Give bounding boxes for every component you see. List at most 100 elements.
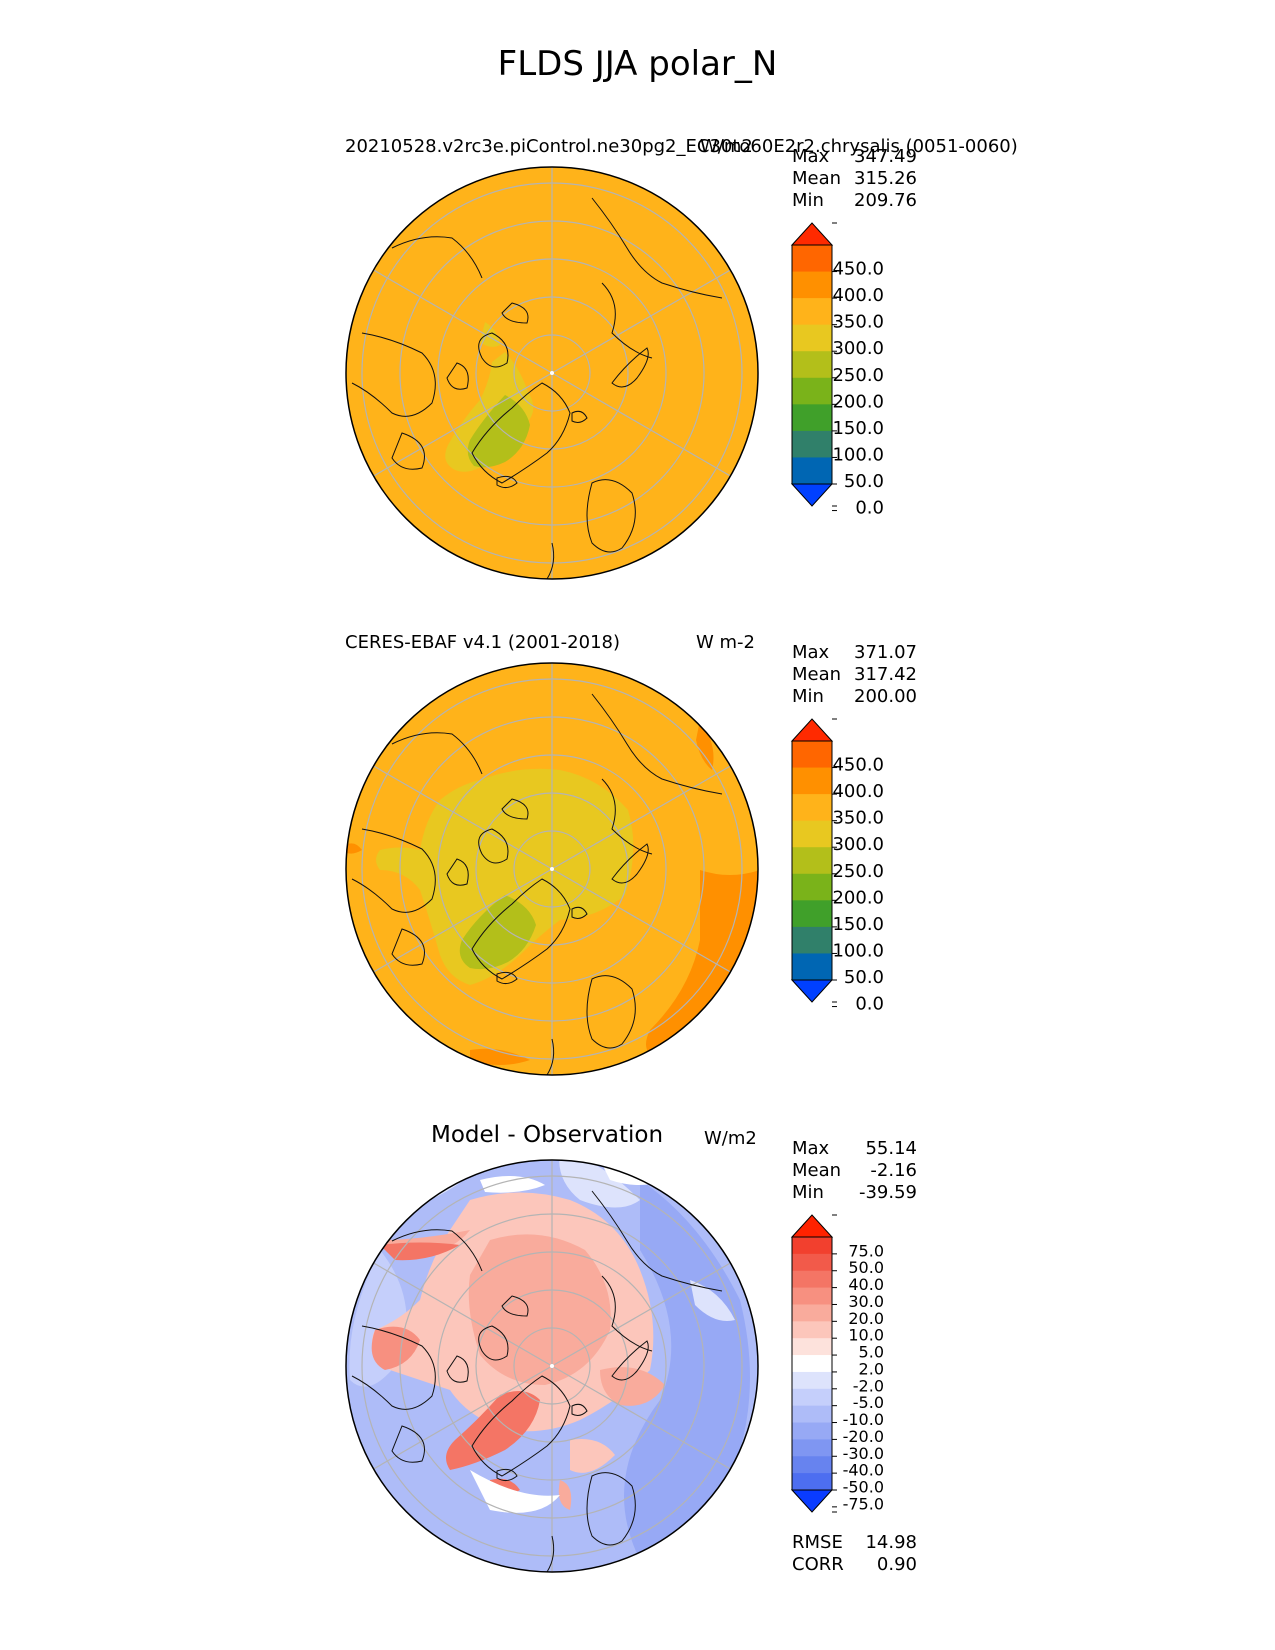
- colorbar-tick-label: 350.0: [832, 808, 884, 829]
- meridian-line: [373, 765, 553, 870]
- colorbar-segment: [792, 1321, 832, 1339]
- panel3-corr-value: 0.90: [876, 1554, 917, 1575]
- meridian-line: [551, 868, 731, 973]
- panel2-stat-max-label: Max: [792, 642, 830, 663]
- coastline: [591, 693, 723, 795]
- colorbar-tick-label: 400.0: [832, 285, 884, 306]
- colorbar-segment: [792, 873, 832, 901]
- panel1-map: [345, 166, 759, 580]
- colorbar-tick-label: 150.0: [832, 914, 884, 935]
- colorbar-tick-label: 200.0: [832, 887, 884, 908]
- panel1-stat-min-label: Min: [792, 190, 824, 211]
- panel1-coastlines: [351, 197, 723, 580]
- colorbar-segment: [792, 1456, 832, 1474]
- panel2-stat-mean-label: Mean: [792, 664, 842, 685]
- coastline: [546, 542, 555, 580]
- coastline: [501, 302, 529, 324]
- colorbar-tick-label: -40.0: [843, 1461, 884, 1480]
- colorbar-tick-label: 0.0: [855, 498, 884, 519]
- panel2-stat-min-label: Min: [792, 686, 824, 707]
- panel1-stat-mean-value: 315.26: [854, 168, 917, 189]
- colorbar-tick-label: 0.0: [855, 994, 884, 1015]
- meridian-line: [551, 765, 731, 870]
- colorbar-tick-label: 20.0: [848, 1309, 884, 1328]
- panel1-units: W/m2: [700, 136, 753, 157]
- colorbar-tick-label: -2.0: [853, 1376, 884, 1395]
- coastline: [471, 1375, 571, 1477]
- colorbar-tick-label: 300.0: [832, 338, 884, 359]
- colorbar-segment: [792, 1287, 832, 1305]
- panel2-units: W m-2: [696, 632, 756, 653]
- panel3-colorbar: 75.050.040.030.020.010.05.02.0-2.0-5.0-1…: [790, 1214, 884, 1513]
- panel3-rmse-label: RMSE: [792, 1532, 843, 1553]
- colorbar-tick-label: -5.0: [853, 1393, 884, 1412]
- panel3-stat-max-value: 55.14: [865, 1138, 917, 1159]
- coastline: [391, 1425, 425, 1463]
- panel3-map-boundary: [345, 1159, 759, 1573]
- panel2-title: CERES-EBAF v4.1 (2001-2018): [345, 632, 621, 653]
- panel2-graticule: [361, 663, 743, 1075]
- meridian-line: [551, 269, 731, 374]
- coastline: [591, 197, 723, 299]
- colorbar-segment: [792, 1439, 832, 1457]
- panel2-map: [345, 662, 759, 1076]
- colorbar-segment: [792, 741, 832, 769]
- panel2-coastlines: [351, 693, 723, 1076]
- coastline: [471, 382, 571, 484]
- colorbar-segment: [792, 324, 832, 352]
- panel3-stat-mean-value: -2.16: [870, 1160, 917, 1181]
- coastline: [586, 479, 636, 553]
- colorbar-segment: [792, 1338, 832, 1356]
- colorbar-tick-label: 450.0: [832, 259, 884, 280]
- coastline: [586, 1472, 636, 1546]
- colorbar-tick-label: 50.0: [844, 471, 884, 492]
- colorbar-extend-bottom: [790, 483, 834, 507]
- colorbar-tick-label: 100.0: [832, 940, 884, 961]
- meridian-line: [373, 1365, 553, 1470]
- pole-marker: [550, 371, 554, 375]
- panel1-stat-mean-label: Mean: [792, 168, 842, 189]
- panel1-stat-max-label: Max: [792, 146, 830, 167]
- coastline: [496, 1468, 518, 1482]
- coastline: [446, 1355, 469, 1383]
- colorbar-segment: [792, 404, 832, 432]
- coastline: [351, 332, 436, 417]
- colorbar-tick-label: 10.0: [848, 1326, 884, 1345]
- meridian-line: [373, 868, 553, 973]
- colorbar-tick-label: 5.0: [859, 1343, 884, 1362]
- colorbar-tick-label: 75.0: [848, 1241, 884, 1260]
- coastline: [478, 828, 509, 864]
- coastline: [546, 1038, 555, 1076]
- coastline: [391, 928, 425, 966]
- coastline: [351, 1325, 436, 1410]
- colorbar-tick-label: 250.0: [832, 861, 884, 882]
- colorbar-tick-label: 100.0: [832, 444, 884, 465]
- colorbar-segment: [792, 1405, 832, 1424]
- colorbar-segment: [792, 1270, 832, 1289]
- meridian-line: [373, 1262, 553, 1367]
- colorbar-segment: [792, 1304, 832, 1322]
- coastline: [611, 347, 649, 388]
- coastline: [496, 971, 518, 985]
- colorbar-tick-label: -30.0: [843, 1444, 884, 1463]
- colorbar-extend-bottom: [790, 979, 834, 1003]
- colorbar-tick-label: 150.0: [832, 418, 884, 439]
- panel3-stat-max-label: Max: [792, 1138, 830, 1159]
- colorbar-segment: [792, 1388, 832, 1407]
- coastline: [446, 858, 469, 886]
- coastline: [391, 236, 483, 279]
- panel2-field-anomalies: [346, 720, 758, 1065]
- panel3-graticule: [361, 1160, 743, 1572]
- coastline: [591, 1190, 723, 1292]
- panel3-corr-label: CORR: [792, 1554, 844, 1575]
- colorbar-tick-label: 200.0: [832, 391, 884, 412]
- panel2-stat-mean-value: 317.42: [854, 664, 917, 685]
- colorbar-tick-label: 30.0: [848, 1292, 884, 1311]
- coastline: [571, 410, 588, 423]
- pole-marker: [550, 1364, 554, 1368]
- panel1-map-boundary: [345, 166, 759, 580]
- panel3-stat-min-value: -39.59: [858, 1182, 917, 1203]
- colorbar-segment: [792, 298, 832, 326]
- colorbar-segment: [792, 271, 832, 299]
- panel1-title: 20210528.v2rc3e.piControl.ne30pg2_EC30to…: [345, 136, 1018, 157]
